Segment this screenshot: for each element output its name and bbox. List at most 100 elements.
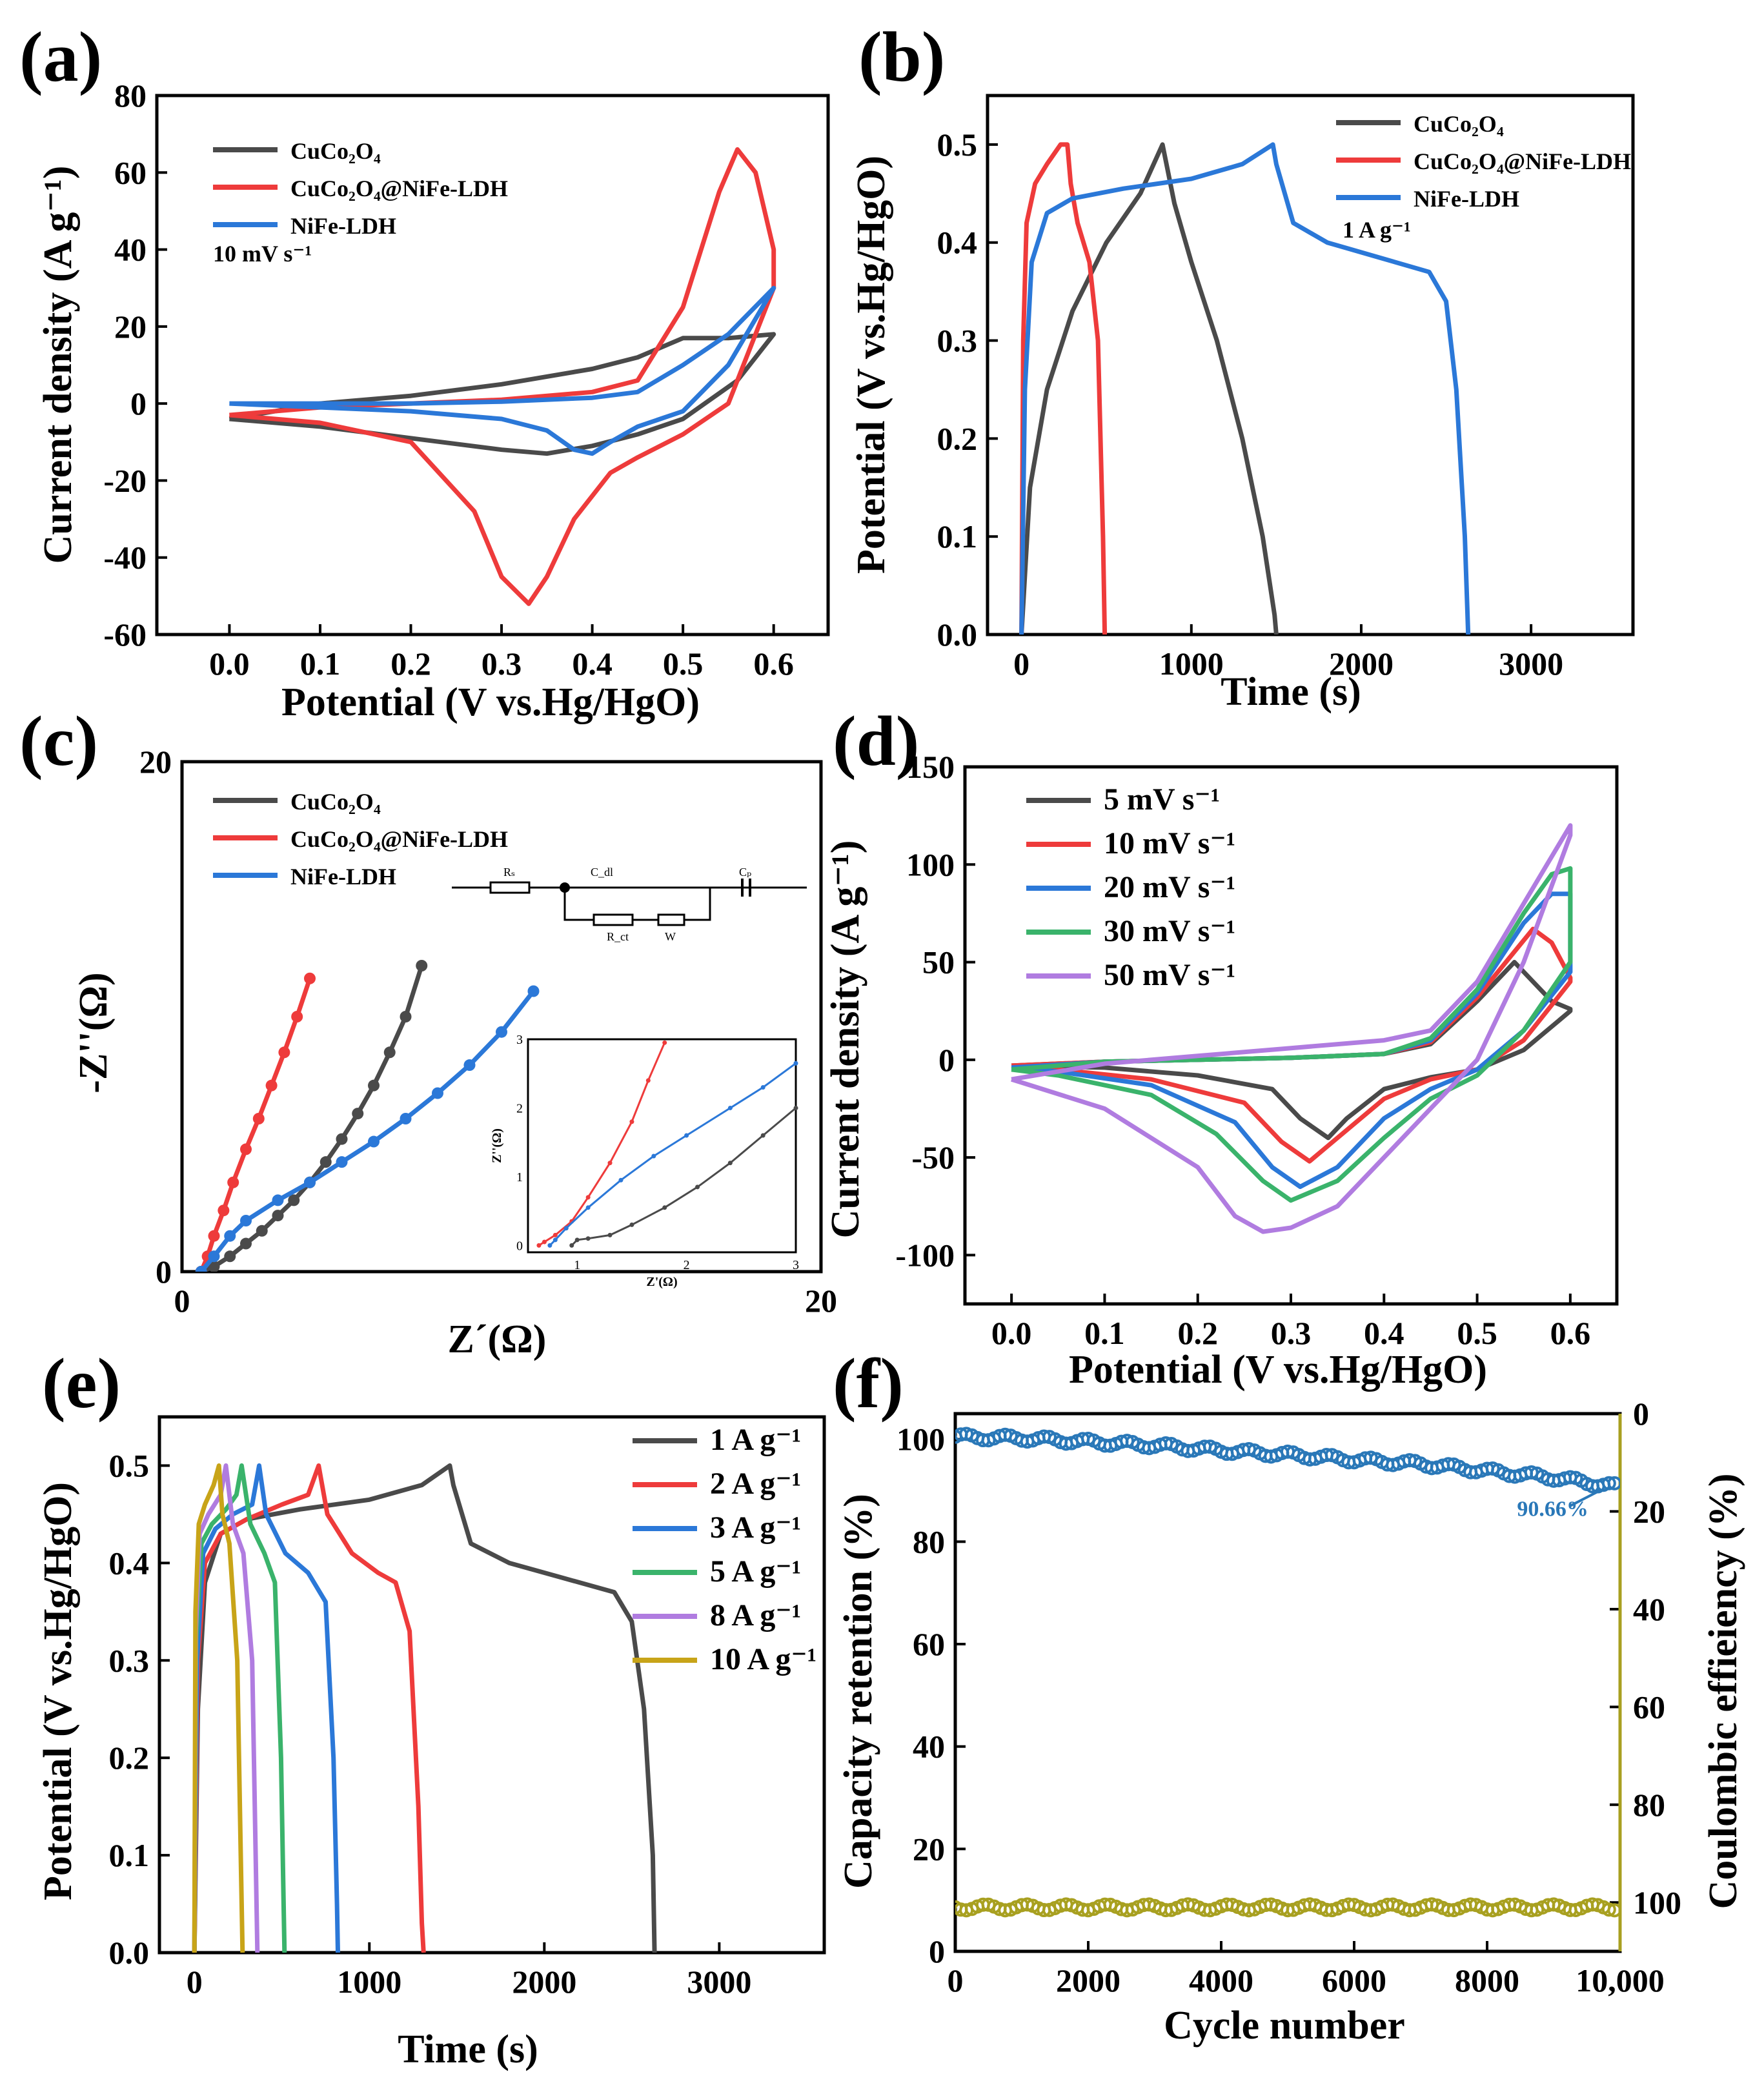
y-tick-label: -40 (103, 540, 147, 576)
data-point (272, 1210, 284, 1222)
legend-label: 5 A g⁻¹ (710, 1554, 801, 1589)
x-axis-label: Time (s) (1221, 670, 1361, 714)
data-point (336, 1133, 348, 1145)
y-right-tick-label: 80 (1633, 1787, 1665, 1823)
y-axis-label: -Z''(Ω) (72, 972, 116, 1093)
inset-data-point (793, 1105, 798, 1110)
x-tick-label: 0.2 (390, 646, 431, 682)
panel-label: (b) (858, 17, 945, 96)
inset-y-label: Z''(Ω) (490, 1128, 504, 1163)
inset-x-tick-label: 3 (793, 1258, 799, 1272)
inset-data-point (618, 1177, 623, 1183)
inset-data-point (727, 1161, 733, 1166)
series-group (955, 1427, 1620, 1918)
data-point (463, 1059, 476, 1072)
legend-label: NiFe-LDH (290, 864, 396, 890)
x-tick-label: 8000 (1455, 1962, 1519, 1998)
y-tick-label: 60 (114, 154, 147, 190)
inset-data-point (563, 1226, 569, 1231)
inset-data-point (542, 1239, 547, 1245)
y-tick-label: 40 (114, 232, 147, 268)
x-tick-label: 0 (187, 1964, 203, 2000)
series-group (1011, 823, 1573, 1234)
y-tick-label: 80 (913, 1523, 945, 1560)
y-axis-label: Current density (A g⁻¹) (36, 166, 80, 564)
inset-data-point (574, 1237, 580, 1243)
x-tick-label: 10,000 (1576, 1962, 1665, 1998)
series-group (1019, 142, 1471, 635)
x-tick-label: 6000 (1322, 1962, 1386, 1998)
data-point (304, 972, 316, 984)
data-point (319, 1156, 332, 1168)
y-axis-label: Potential (V vs.Hg/HgO) (849, 156, 893, 574)
legend-label: CuCo₂O₄@NiFe-LDH (1414, 148, 1631, 174)
inset-data-point (727, 1105, 733, 1110)
y-tick-label: 0 (938, 1042, 955, 1078)
x-tick-label: 0.0 (209, 646, 250, 682)
x-tick-label: 0.6 (1550, 1315, 1591, 1351)
y-tick-label: 0.1 (109, 1837, 150, 1873)
x-tick-label: 0.1 (300, 646, 341, 682)
x-tick-label: 0.5 (1457, 1315, 1497, 1351)
panel-d: 0.0 0.1 0.2 0.3 0.4 0.5 0.6 -100 -50 0 50 100 150(d)… (824, 702, 1619, 1392)
legend-label: 10 A g⁻¹ (710, 1642, 816, 1676)
y-tick-label: -20 (103, 462, 147, 498)
x-tick-label: 0 (948, 1962, 964, 1998)
x-tick-label: 0.1 (1084, 1315, 1125, 1351)
inset-frame (527, 1038, 797, 1254)
inset-x-tick-label: 2 (684, 1258, 690, 1272)
y-tick-label: 0.2 (109, 1740, 150, 1776)
axes-frame (157, 1415, 826, 1955)
y-tick-label: 150 (906, 749, 955, 785)
inset-plot: 1 2 3 0 1 2 3 Z'(Ω) Z''(Ω) (490, 1033, 799, 1289)
series-group (192, 1463, 657, 1953)
circuit-label: Rₛ (503, 866, 515, 879)
legend-label: 30 mV s⁻¹ (1104, 914, 1235, 948)
circuit-label: Cₚ (739, 866, 751, 879)
legend-label: 10 mV s⁻¹ (1104, 826, 1235, 860)
inset-x-label: Z'(Ω) (646, 1275, 677, 1289)
y-tick-label: 0.5 (937, 127, 978, 163)
series-line (1019, 142, 1108, 635)
y-tick-label: 0.0 (937, 616, 978, 653)
series-line (1011, 866, 1573, 1203)
inset-series-line (549, 1062, 796, 1246)
chart-annotation: 10 mV s⁻¹ (213, 241, 312, 267)
data-point (195, 1266, 207, 1272)
y-tick-label: 0.1 (937, 518, 978, 554)
axes-frame (986, 94, 1635, 636)
x-tick-label: 0.4 (572, 646, 613, 682)
legend-label: CuCo₂O₄ (1414, 111, 1504, 137)
panel-label: (c) (19, 702, 98, 780)
data-point (400, 1113, 412, 1124)
inset-data-point (760, 1133, 765, 1138)
inset-data-point (585, 1236, 591, 1241)
x-tick-label: 2000 (1056, 1962, 1120, 1998)
data-point (432, 1087, 443, 1099)
inset-data-point (553, 1237, 558, 1243)
y-right-tick-label: 20 (1633, 1493, 1665, 1529)
y-tick-label: 0.0 (109, 1935, 150, 1971)
data-point (208, 1250, 220, 1263)
x-tick-label: 0 (174, 1283, 190, 1319)
x-tick-label: 0.3 (482, 646, 522, 682)
data-point (304, 1176, 316, 1188)
x-axis-label: Potential (V vs.Hg/HgO) (1069, 1348, 1487, 1392)
data-point (288, 1194, 300, 1206)
data-point (272, 1194, 284, 1206)
data-point (218, 1205, 230, 1217)
panel-a: 0.0 0.1 0.2 0.3 0.4 0.5 0.6 -60 -40 -20 0 20 40 60 80 (… (19, 17, 830, 724)
inset-series-line (571, 1107, 796, 1246)
inset-data-point (569, 1243, 574, 1248)
data-point (527, 985, 540, 997)
data-point (227, 1176, 239, 1188)
series-group (195, 960, 540, 1272)
series-line (229, 285, 776, 456)
series-line (228, 332, 776, 456)
inset-data-point (645, 1078, 651, 1083)
panel-f: 0 2000 4000 6000 8000 10,000 0 20 40 60 80 100 0 20 40… (833, 1344, 1745, 2048)
data-point (1601, 1476, 1616, 1490)
legend-label: 8 A g⁻¹ (710, 1598, 801, 1632)
inset-y-tick-label: 3 (516, 1033, 523, 1047)
